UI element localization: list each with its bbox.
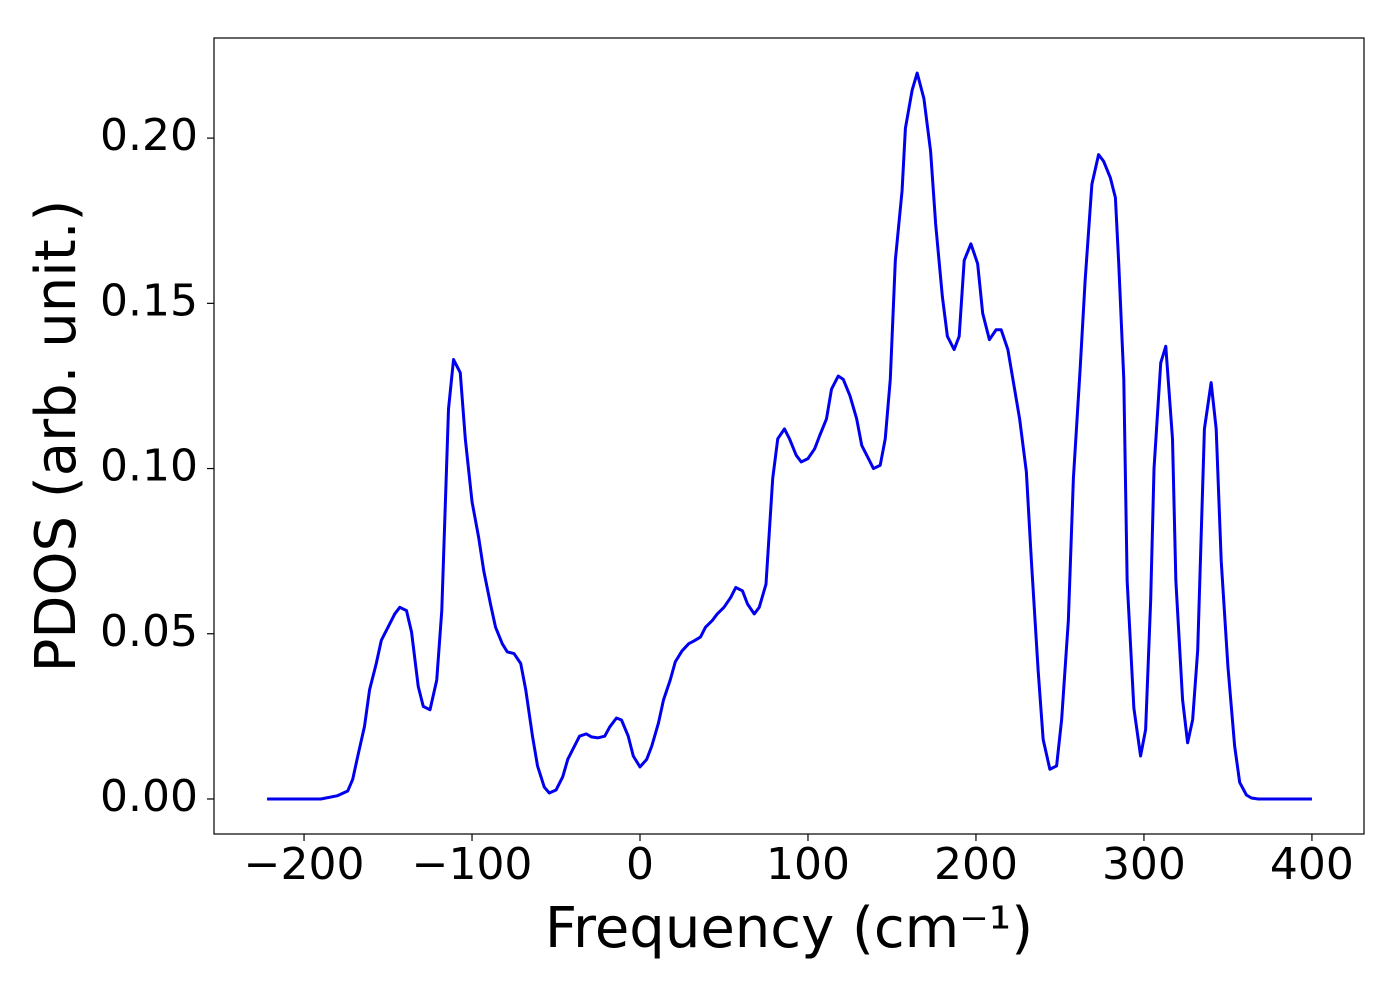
y-tick-label: 0.10 — [100, 441, 198, 492]
y-tick-label: 0.00 — [100, 771, 198, 822]
y-tick-label: 0.20 — [100, 110, 198, 161]
x-tick-label: 300 — [1102, 839, 1186, 890]
x-axis-label: Frequency (cm⁻¹) — [545, 896, 1033, 961]
x-tick-label: 200 — [934, 839, 1018, 890]
y-tick-label: 0.05 — [100, 606, 198, 657]
x-tick-label: 0 — [626, 839, 654, 890]
x-tick-label: 100 — [766, 839, 850, 890]
plot-frame — [213, 37, 1365, 835]
y-tick-label: 0.15 — [100, 275, 198, 326]
y-axis-label: PDOS (arb. unit.) — [24, 200, 89, 673]
pdos-line — [267, 71, 1312, 801]
x-tick-label: −100 — [412, 839, 533, 890]
x-tick-label: −200 — [244, 839, 365, 890]
x-tick-label: 400 — [1270, 839, 1354, 890]
